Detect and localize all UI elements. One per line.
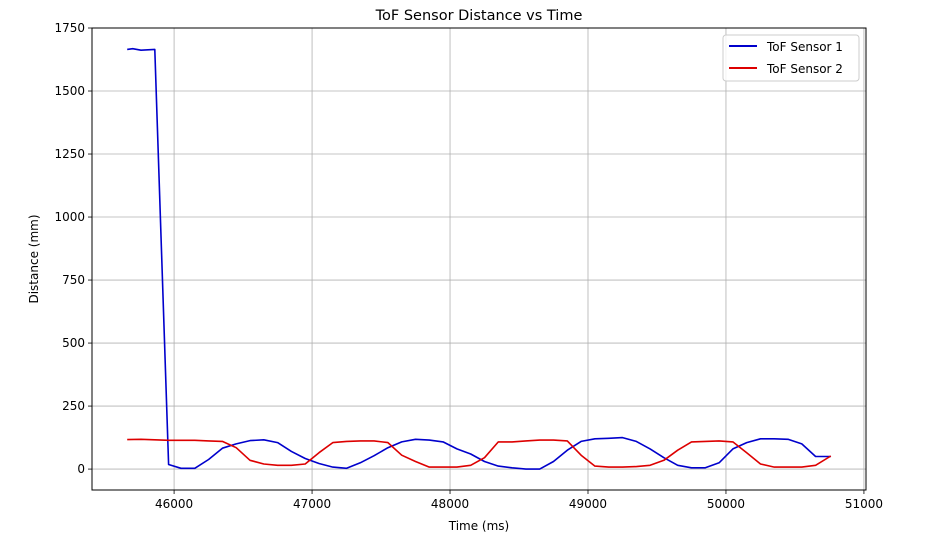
x-tick-label: 48000 — [431, 497, 469, 511]
y-tick-label: 500 — [62, 336, 85, 350]
x-axis-ticks: 46000 47000 48000 49000 50000 51000 — [155, 490, 883, 511]
legend-label-sensor-1: ToF Sensor 1 — [766, 40, 843, 54]
plot-series — [127, 47, 832, 470]
x-tick-label: 47000 — [293, 497, 331, 511]
grid-lines — [92, 28, 866, 490]
series-line-sensor-2 — [127, 438, 832, 468]
x-tick-label: 50000 — [707, 497, 745, 511]
y-tick-label: 1000 — [54, 210, 85, 224]
axes-frame — [91, 27, 867, 491]
x-axis-label: Time (ms) — [448, 519, 510, 533]
y-axis-ticks: 0 250 500 750 1000 1250 1500 1750 — [54, 21, 92, 476]
y-tick-label: 1750 — [54, 21, 85, 35]
chart-title: ToF Sensor Distance vs Time — [375, 8, 583, 24]
y-axis-label: Distance (mm) — [27, 214, 41, 303]
y-tick-label: 750 — [62, 273, 85, 287]
y-tick-label: 1250 — [54, 147, 85, 161]
x-tick-label: 46000 — [155, 497, 193, 511]
y-tick-label: 250 — [62, 399, 85, 413]
y-tick-label: 0 — [77, 462, 85, 476]
legend: ToF Sensor 1 ToF Sensor 2 — [722, 34, 860, 82]
legend-label-sensor-2: ToF Sensor 2 — [766, 62, 843, 76]
x-tick-label: 49000 — [569, 497, 607, 511]
x-tick-label: 51000 — [845, 497, 883, 511]
y-tick-label: 1500 — [54, 84, 85, 98]
